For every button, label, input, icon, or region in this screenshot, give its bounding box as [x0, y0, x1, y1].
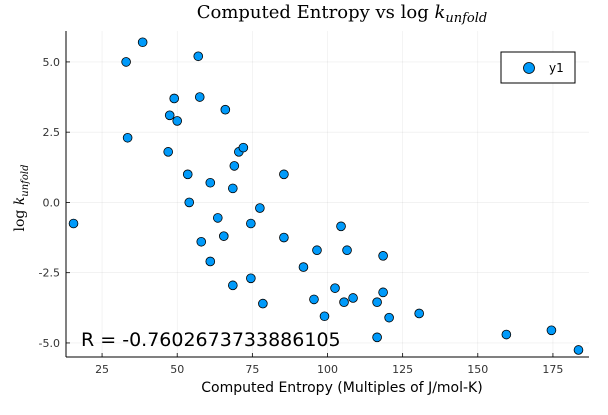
data-point [228, 183, 238, 194]
chart-title-sub: unfold [445, 11, 487, 26]
data-point [220, 104, 231, 115]
y-axis-title: log kunfold [12, 164, 31, 231]
x-tick-label: 175 [542, 363, 563, 376]
data-point [246, 273, 256, 284]
data-point [229, 161, 240, 171]
y-axis-title-k: k [12, 197, 28, 205]
chart-title-k: k [434, 2, 445, 23]
data-point [414, 308, 424, 319]
data-points [68, 37, 584, 355]
data-point [169, 93, 180, 104]
x-tick-label: 50 [170, 363, 184, 376]
chart-title-main: Computed Entropy vs log [197, 2, 435, 23]
data-point [193, 51, 204, 62]
data-point [546, 325, 557, 336]
data-point [279, 169, 289, 180]
data-point [122, 132, 133, 143]
x-tick-label: 125 [392, 363, 413, 376]
data-point [196, 236, 207, 247]
x-tick-label: 100 [317, 363, 338, 376]
data-point [342, 245, 352, 256]
data-point [137, 37, 148, 48]
y-tick-label: 2.5 [43, 126, 61, 139]
data-point [384, 312, 394, 323]
x-tick-label: 150 [467, 363, 488, 376]
ticks: 25 50 75 100 125 150 175 -5.0 -2.5 0.0 2.5 5.0 [39, 56, 564, 376]
x-tick-label: 25 [95, 363, 109, 376]
grid [66, 31, 589, 357]
y-tick-label: -5.0 [39, 337, 60, 350]
data-point [319, 311, 330, 322]
data-point [258, 298, 268, 309]
data-point [246, 218, 256, 229]
data-point [255, 203, 265, 213]
chart-title: Computed Entropy vs log kunfold [197, 2, 488, 26]
legend: y1 [500, 51, 576, 84]
data-point [312, 245, 322, 256]
data-point [573, 345, 584, 355]
legend-marker [523, 62, 535, 74]
correlation-annotation: R = -0.7602673733886105 [81, 329, 341, 351]
y-tick-label: 5.0 [43, 56, 61, 69]
data-point [348, 293, 358, 303]
data-point [501, 329, 512, 340]
data-point [238, 142, 249, 153]
y-axis-title-sub: unfold [20, 164, 31, 196]
data-point [194, 92, 205, 102]
data-point [339, 297, 349, 307]
x-axis-title: Computed Entropy (Multiples of J/mol-K) [201, 380, 482, 396]
data-point [182, 169, 193, 180]
data-point [378, 287, 388, 298]
data-point [336, 221, 346, 232]
data-point [378, 251, 388, 261]
y-tick-label: -2.5 [39, 267, 60, 280]
data-point [184, 197, 195, 208]
data-point [205, 177, 216, 188]
data-point [228, 280, 238, 291]
data-point [298, 262, 309, 272]
data-point [372, 332, 382, 343]
data-point [205, 256, 216, 267]
legend-label: y1 [549, 61, 564, 75]
data-point [164, 110, 175, 121]
y-axis-title-main: log [12, 205, 28, 231]
x-tick-label: 75 [245, 363, 259, 376]
data-point [219, 231, 229, 241]
data-point [212, 213, 223, 223]
data-point [279, 232, 289, 243]
data-point [372, 297, 382, 307]
data-point [309, 294, 319, 305]
data-point [330, 283, 340, 293]
data-point [172, 116, 183, 126]
data-point [163, 147, 173, 157]
data-point [68, 218, 79, 229]
data-point [121, 57, 131, 67]
y-tick-label: 0.0 [43, 196, 61, 209]
legend-box [500, 51, 576, 84]
